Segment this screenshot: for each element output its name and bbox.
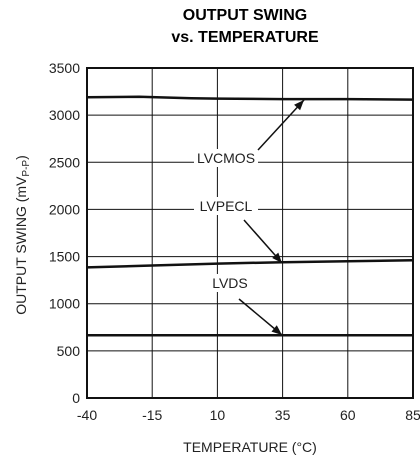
y-tick-label: 3500	[49, 60, 80, 76]
x-tick-label: -40	[77, 407, 97, 423]
annotation-arrowhead	[271, 325, 282, 335]
chart-title-line-1: OUTPUT SWING	[183, 7, 307, 24]
annotation-arrowhead	[272, 252, 282, 263]
y-tick-label: 2500	[49, 154, 80, 170]
y-axis-label-main: OUTPUT SWING (mV	[13, 176, 29, 315]
annotation-lvds: LVDS	[212, 275, 248, 291]
x-tick-label: 60	[340, 407, 356, 423]
series-line-lvcmos	[86, 95, 414, 101]
annotation-label-bg	[207, 274, 253, 292]
y-tick-label: 2000	[49, 201, 80, 217]
annotation-arrowhead	[294, 100, 304, 111]
y-tick-label: 0	[72, 390, 80, 406]
series-line-lvpecl	[86, 259, 414, 269]
y-tick-label: 3000	[49, 107, 80, 123]
y-axis-label: OUTPUT SWING (mVP-P)	[13, 155, 32, 315]
y-axis-label-sub: P-P	[21, 160, 32, 177]
annotation-label-bg	[194, 149, 258, 167]
x-axis-label: TEMPERATURE (°C)	[183, 439, 317, 455]
series-lines	[86, 95, 414, 337]
plot-frame	[86, 67, 414, 399]
annotation-arrow-line	[257, 99, 305, 151]
annotation-lvcmos: LVCMOS	[197, 150, 255, 166]
axis-ticks: -40 -15 10 35 60 85 0 500 1000 1500 2000 2500 3000 35…	[49, 60, 420, 423]
chart-title-line-2: vs. TEMPERATURE	[171, 29, 319, 46]
y-tick-label: 1500	[49, 249, 80, 265]
grid	[87, 68, 413, 398]
x-tick-label: -15	[142, 407, 162, 423]
y-tick-label: 1000	[49, 296, 80, 312]
y-tick-label: 500	[57, 343, 81, 359]
y-axis-label-end: )	[13, 155, 29, 160]
x-tick-label: 10	[210, 407, 226, 423]
annotation-label-bg	[194, 197, 258, 215]
annotation-lvpecl: LVPECL	[200, 198, 253, 214]
x-tick-label: 35	[275, 407, 291, 423]
annotations: LVCMOS LVPECL LVDS	[194, 99, 305, 336]
x-tick-label: 85	[405, 407, 420, 423]
